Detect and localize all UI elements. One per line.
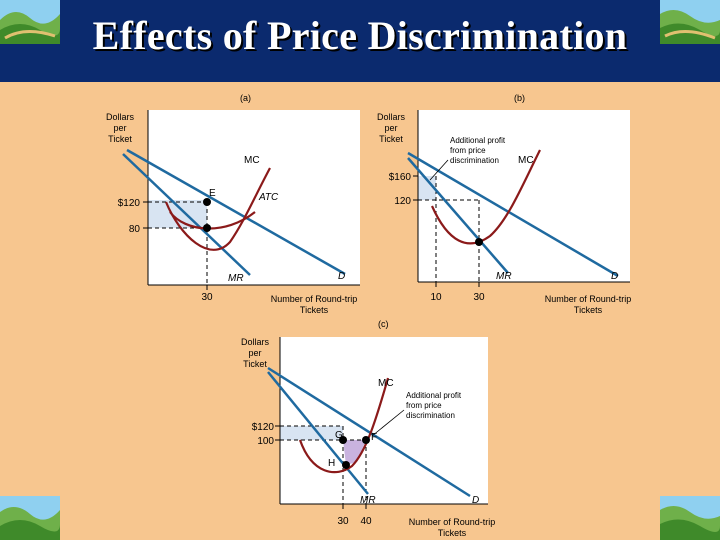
title-bar: Effects of Price Discrimination <box>0 0 720 82</box>
panel-c-xlabel-line1: Number of Round-trip <box>409 517 496 527</box>
panel-b-mr-label: MR <box>496 271 512 282</box>
panel-a-mc-label: MC <box>244 155 260 166</box>
panel-a-point-e <box>203 198 211 206</box>
panel-c-annotation-line3: discrimination <box>406 411 455 420</box>
panel-a-price-tick-80: 80 <box>129 224 141 235</box>
panel-b-ylabel-line3: Ticket <box>379 134 403 144</box>
panel-c-point-h-label: H <box>328 458 335 469</box>
panel-b-point-mc-mr <box>475 238 483 246</box>
panel-b-ylabel-line1: Dollars <box>377 112 406 122</box>
panel-b-xlabel-line1: Number of Round-trip <box>545 294 632 304</box>
panel-a-d-label: D <box>338 271 345 282</box>
panel-c-ylabel-line2: per <box>248 348 261 358</box>
panel-c-price-tick-100: 100 <box>257 436 274 447</box>
panel-c-label: (c) <box>378 319 389 329</box>
landscape-corner-icon <box>660 496 720 540</box>
panel-a-point-e-label: E <box>209 188 216 199</box>
slide-title: Effects of Price Discrimination <box>92 13 628 58</box>
panel-a-mr-curve <box>122 153 251 276</box>
panel-b-annotation-pointer <box>429 159 449 181</box>
panel-c-extra-profit-area <box>343 440 366 465</box>
panel-b-mc-label: MC <box>518 155 534 166</box>
panel-b-qty-tick-30: 30 <box>473 292 485 303</box>
panel-c-profit-area <box>280 426 343 440</box>
panel-a-xlabel-line2: Tickets <box>300 305 329 315</box>
landscape-corner-icon <box>0 0 60 44</box>
panel-c-demand-curve <box>267 366 471 498</box>
panel-b-qty-tick-10: 10 <box>430 292 442 303</box>
panel-c: (c) Dollars per Ticket $120 100 30 40 Nu… <box>241 319 495 538</box>
panel-c-point-g <box>339 436 347 444</box>
panel-b-annotation-line2: from price <box>450 146 486 155</box>
panel-b-xlabel-line2: Tickets <box>574 305 603 315</box>
panel-b-annotation-line1: Additional profit <box>450 136 506 145</box>
panel-a-ylabel-line1: Dollars <box>106 112 135 122</box>
panel-a-ylabel-line3: Ticket <box>108 134 132 144</box>
landscape-corner-icon <box>0 496 60 540</box>
panel-b-extra-profit-area <box>418 176 436 200</box>
panel-a-xlabel-line1: Number of Round-trip <box>271 294 358 304</box>
panel-a-ylabel-line2: per <box>113 123 126 133</box>
panel-a-qty-tick-30: 30 <box>201 292 213 303</box>
panel-a-demand-curve <box>126 148 346 276</box>
panel-b-annotation-line3: discrimination <box>450 156 499 165</box>
panel-a-mr-label: MR <box>228 273 244 284</box>
panel-b: (b) Dollars per Ticket $160 120 10 30 Nu… <box>377 93 631 315</box>
panel-c-qty-tick-40: 40 <box>360 516 372 527</box>
panel-c-plot-area <box>280 337 488 504</box>
panel-b-d-label: D <box>611 271 618 282</box>
panel-c-point-f-label: F <box>371 432 377 443</box>
panel-c-mc-label: MC <box>378 378 394 389</box>
panel-b-price-tick-120: 120 <box>394 196 411 207</box>
panel-b-label: (b) <box>514 93 525 103</box>
panel-a-label: (a) <box>240 93 251 103</box>
panel-b-mr-curve <box>407 157 509 274</box>
panel-a-point-atc <box>203 224 211 232</box>
panel-b-ylabel-line2: per <box>384 123 397 133</box>
panel-c-annotation-pointer <box>371 409 405 437</box>
panel-c-mc-curve <box>298 377 390 474</box>
panel-a-mc-curve <box>164 167 271 251</box>
panel-c-qty-tick-30: 30 <box>337 516 349 527</box>
panel-b-price-tick-160: $160 <box>389 172 412 183</box>
panel-c-point-g-label: G <box>335 430 343 441</box>
panel-a-atc-label: ATC <box>258 192 279 203</box>
panel-c-price-tick-120: $120 <box>252 422 275 433</box>
panel-c-ylabel-line3: Ticket <box>243 359 267 369</box>
panel-b-plot-area <box>418 110 630 282</box>
landscape-corner-icon <box>660 0 720 44</box>
panel-c-point-f <box>362 436 370 444</box>
panel-c-xlabel-line2: Tickets <box>438 528 467 538</box>
panel-c-annotation-line1: Additional profit <box>406 391 462 400</box>
panel-b-mc-curve <box>430 149 541 245</box>
panel-c-mr-curve <box>267 371 369 495</box>
panel-c-d-label: D <box>472 495 479 506</box>
panel-c-point-h <box>342 461 350 469</box>
panel-c-mr-label: MR <box>360 495 376 506</box>
panel-c-annotation-line2: from price <box>406 401 442 410</box>
panel-b-demand-curve <box>407 151 619 278</box>
panel-c-ylabel-line1: Dollars <box>241 337 270 347</box>
panel-a: (a) Dollars per Ticket $120 80 30 Number… <box>106 93 360 315</box>
panel-a-price-tick-120: $120 <box>118 198 141 209</box>
